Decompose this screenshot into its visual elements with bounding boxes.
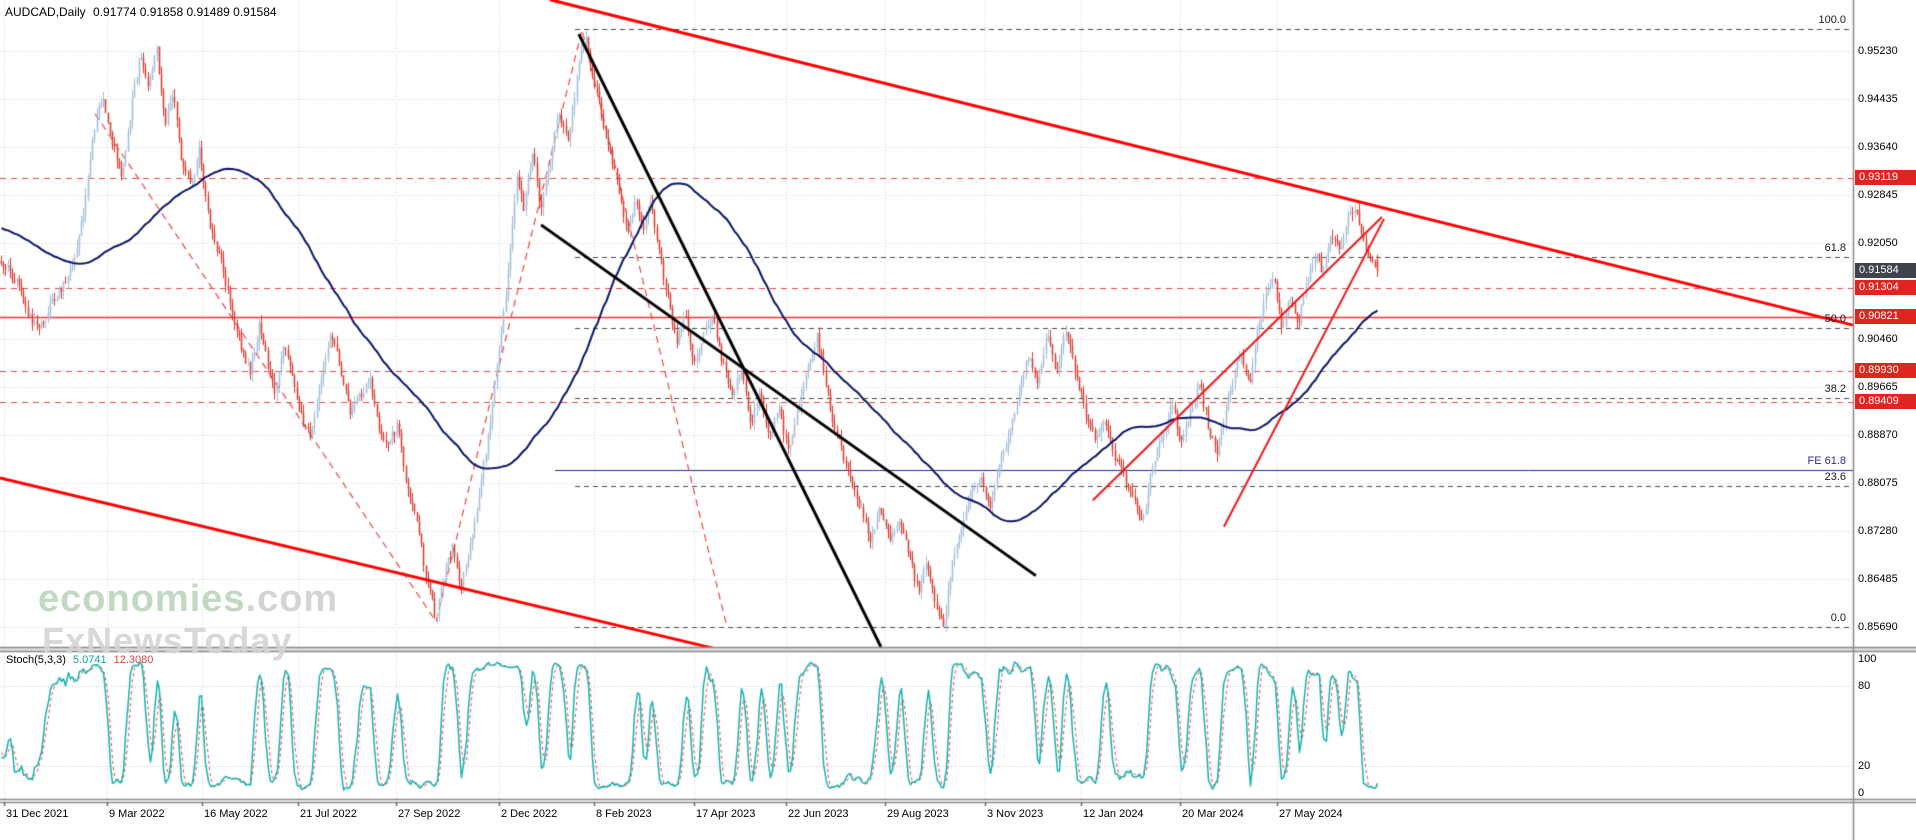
- watermark-brand: economies: [38, 578, 246, 620]
- price-level-badge: 0.91304: [1855, 280, 1916, 295]
- date-label: 22 Jun 2023: [788, 808, 849, 820]
- price-tick: 0.90460: [1858, 333, 1898, 345]
- price-level-badge: 0.93119: [1855, 170, 1916, 185]
- stochastic-d-value: 12.3080: [113, 654, 154, 666]
- stoch-tick: 20: [1858, 760, 1871, 772]
- watermark-brand-suffix: .com: [245, 578, 339, 620]
- watermark-economies: economies.com: [38, 578, 338, 621]
- price-tick: 0.95230: [1858, 45, 1898, 57]
- price-level-badge: 0.89930: [1855, 363, 1916, 378]
- price-tick: 0.86485: [1858, 573, 1898, 585]
- price-tick: 0.88870: [1858, 429, 1898, 441]
- price-level-badge: 0.90821: [1855, 309, 1916, 324]
- symbol-timeframe: AUDCAD,Daily: [5, 5, 86, 19]
- stoch-tick: 0: [1858, 787, 1865, 799]
- fib-label: 50.0: [1824, 313, 1846, 325]
- date-label: 3 Nov 2023: [987, 808, 1044, 820]
- stochastic-label: Stoch(5,3,3) 5.0741 12.3080: [6, 654, 153, 666]
- fib-label: 23.6: [1824, 471, 1846, 483]
- price-tick: 0.85690: [1858, 621, 1898, 633]
- stoch-tick: 100: [1858, 653, 1877, 665]
- date-label: 27 Sep 2022: [398, 808, 461, 820]
- price-tick: 0.89665: [1858, 381, 1898, 393]
- current-price-badge: 0.91584: [1855, 263, 1916, 278]
- stochastic-name: Stoch(5,3,3): [6, 654, 66, 666]
- fib-label: 100.0: [1818, 14, 1846, 26]
- date-label: 2 Dec 2022: [501, 808, 558, 820]
- date-label: 29 Aug 2023: [887, 808, 949, 820]
- price-tick: 0.87280: [1858, 525, 1898, 537]
- stochastic-k-value: 5.0741: [72, 654, 107, 666]
- price-tick: 0.93640: [1858, 141, 1898, 153]
- fib-label: 38.2: [1824, 383, 1846, 395]
- fib-label: 61.8: [1824, 242, 1846, 254]
- date-label: 17 Apr 2023: [696, 808, 756, 820]
- price-tick: 0.94435: [1858, 93, 1898, 105]
- stoch-tick: 80: [1858, 680, 1871, 692]
- date-label: 12 Jan 2024: [1083, 808, 1144, 820]
- date-label: 16 May 2022: [204, 808, 268, 820]
- date-label: 21 Jul 2022: [300, 808, 357, 820]
- price-tick: 0.92050: [1858, 237, 1898, 249]
- ohlc-quote: 0.91774 0.91858 0.91489 0.91584: [93, 5, 277, 19]
- date-label: 20 Mar 2024: [1182, 808, 1244, 820]
- date-label: 31 Dec 2021: [6, 808, 69, 820]
- chart-title: AUDCAD,Daily 0.91774 0.91858 0.91489 0.9…: [5, 5, 281, 19]
- price-tick: 0.88075: [1858, 477, 1898, 489]
- price-level-badge: 0.89409: [1855, 394, 1916, 409]
- watermark-fxnewstoday: FxNewsToday: [42, 620, 293, 661]
- fe-level-label: FE 61.8: [1807, 455, 1846, 467]
- price-tick: 0.92845: [1858, 189, 1898, 201]
- date-label: 8 Feb 2023: [596, 808, 652, 820]
- fib-label: 0.0: [1830, 612, 1846, 624]
- date-label: 27 May 2024: [1279, 808, 1343, 820]
- date-label: 9 Mar 2022: [109, 808, 165, 820]
